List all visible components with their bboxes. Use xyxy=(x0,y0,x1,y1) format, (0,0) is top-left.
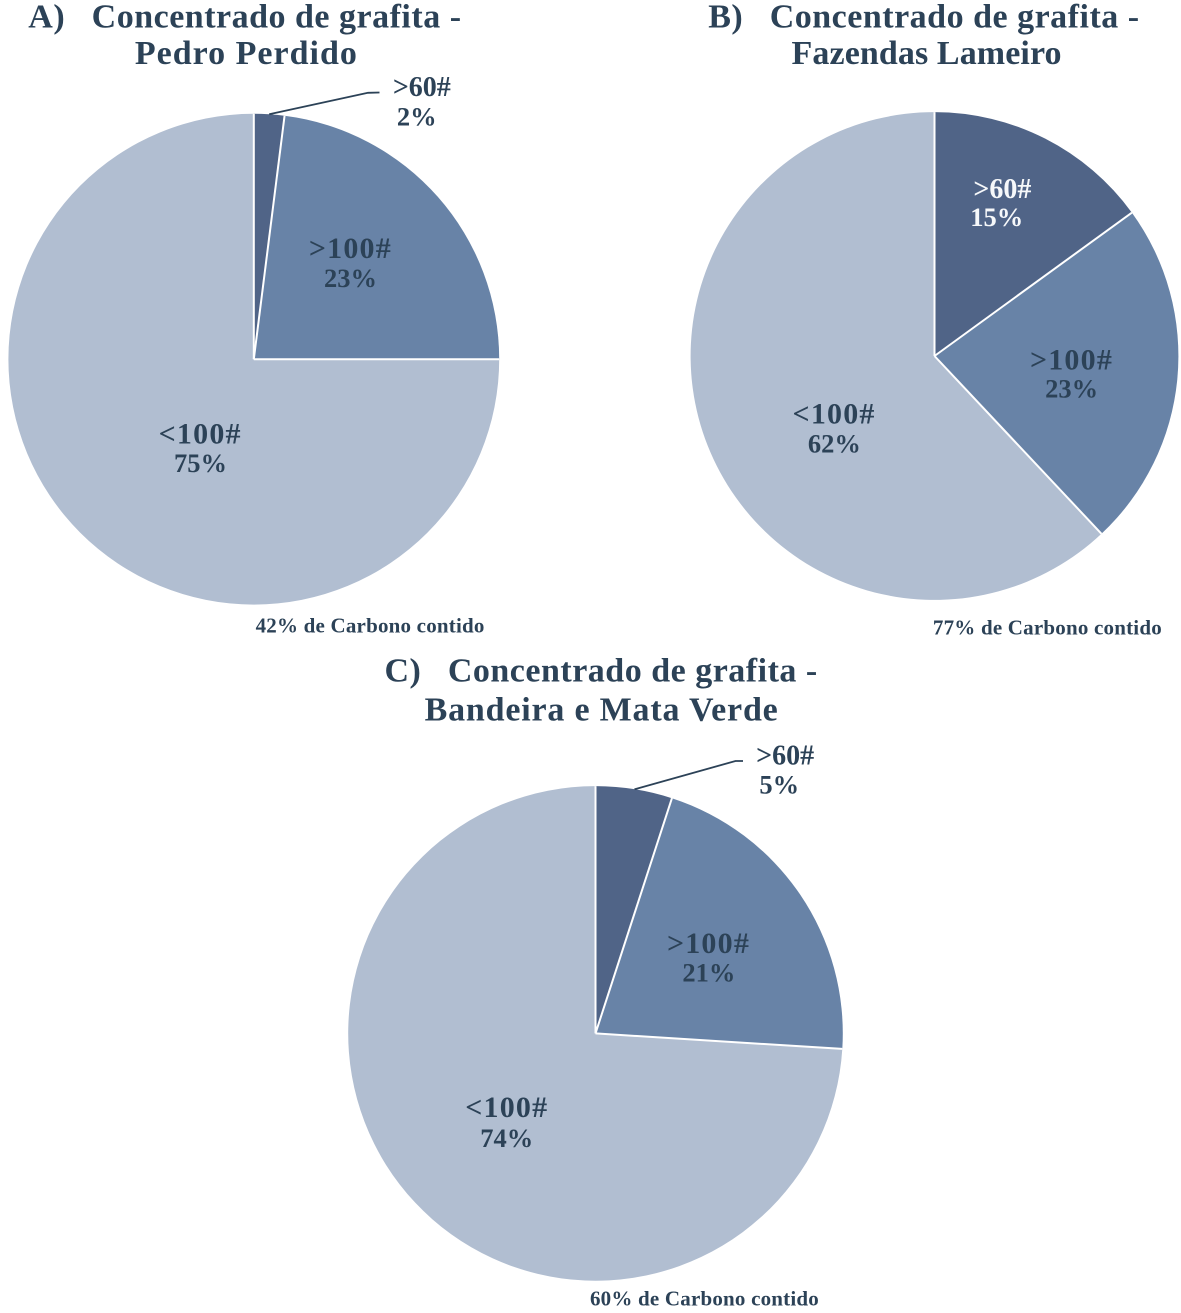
svg-text:C) Concentrado de grafita -: C) Concentrado de grafita - xyxy=(384,652,817,689)
svg-text:21%: 21% xyxy=(682,958,735,988)
svg-text:A) Concentrado de grafita -: A) Concentrado de grafita - xyxy=(28,0,461,35)
svg-text:60% de Carbono contido: 60% de Carbono contido xyxy=(590,1287,819,1308)
svg-text:23%: 23% xyxy=(324,263,377,293)
svg-text:>100#: >100# xyxy=(309,232,392,265)
svg-text:>60#: >60# xyxy=(973,174,1031,205)
svg-text:74%: 74% xyxy=(480,1123,533,1153)
svg-text:75%: 75% xyxy=(174,448,227,478)
svg-text:15%: 15% xyxy=(970,202,1023,232)
svg-text:77% de Carbono contido: 77% de Carbono contido xyxy=(933,615,1162,639)
svg-text:<100#: <100# xyxy=(465,1091,548,1124)
svg-text:Bandeira e Mata Verde: Bandeira e Mata Verde xyxy=(425,692,779,729)
svg-text:>60#: >60# xyxy=(393,72,451,103)
svg-text:<100#: <100# xyxy=(159,418,242,451)
svg-text:23%: 23% xyxy=(1045,373,1098,403)
svg-text:>60#: >60# xyxy=(756,741,814,772)
svg-text:42% de Carbono contido: 42% de Carbono contido xyxy=(256,614,485,638)
svg-text:62%: 62% xyxy=(808,428,861,458)
svg-text:5%: 5% xyxy=(759,770,799,800)
svg-text:>100#: >100# xyxy=(667,927,750,960)
svg-text:2%: 2% xyxy=(397,101,437,131)
svg-text:<100#: <100# xyxy=(793,397,876,430)
svg-text:Fazendas Lameiro: Fazendas Lameiro xyxy=(792,35,1062,72)
svg-text:>100#: >100# xyxy=(1030,344,1113,377)
svg-text:B) Concentrado de grafita -: B) Concentrado de grafita - xyxy=(708,0,1139,35)
svg-text:Pedro Perdido: Pedro Perdido xyxy=(135,35,358,72)
